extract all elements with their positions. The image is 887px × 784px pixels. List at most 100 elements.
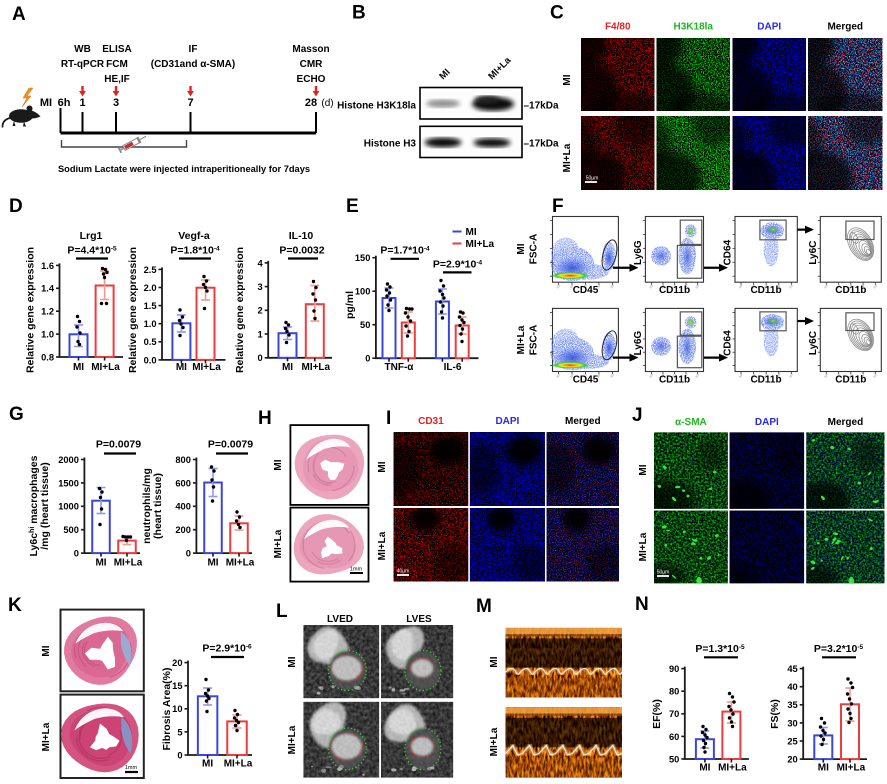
svg-text:150: 150 [355,253,371,263]
svg-text:10³: 10³ [776,373,782,379]
svg-text:ELISA: ELISA [102,44,131,55]
svg-text:F: F [552,196,564,217]
svg-text:3: 3 [258,282,263,292]
svg-text:10³: 10³ [648,373,654,379]
svg-text:MI+La: MI+La [516,325,527,354]
svg-text:10³: 10³ [609,284,615,290]
svg-text:WB: WB [74,44,91,55]
svg-text:pg/ml: pg/ml [344,291,356,319]
svg-text:15: 15 [172,681,182,691]
svg-text:MI+La: MI+La [638,532,649,561]
svg-text:1.5: 1.5 [144,301,157,311]
svg-text:10³: 10³ [872,373,878,379]
svg-text:10³: 10³ [823,284,829,290]
svg-text:MI+La: MI+La [91,362,120,373]
svg-text:10³: 10³ [569,284,575,290]
svg-text:MI+La: MI+La [466,239,495,250]
svg-text:MI+La: MI+La [301,362,330,373]
svg-text:Histone H3K18la: Histone H3K18la [337,101,416,112]
svg-text:10³: 10³ [860,373,866,379]
svg-text:FSC-A: FSC-A [529,234,540,265]
svg-text:0: 0 [258,353,263,363]
svg-text:10³: 10³ [738,284,744,290]
svg-text:MI+La: MI+La [226,558,255,569]
svg-text:90: 90 [669,664,679,674]
svg-text:MI+La: MI+La [562,143,573,172]
svg-text:0: 0 [186,549,191,559]
svg-text:MI: MI [41,645,52,656]
svg-text:10³: 10³ [648,284,654,290]
svg-text:MI+La: MI+La [377,531,388,560]
svg-text:0.8: 0.8 [41,352,54,362]
svg-text:MI: MI [638,464,649,475]
svg-text:MI: MI [207,558,218,569]
svg-text:MI: MI [437,67,452,82]
svg-text:MI: MI [273,459,284,470]
svg-text:EF(%): EF(%) [651,699,663,729]
svg-text:7: 7 [187,97,193,109]
svg-text:LVED: LVED [327,614,353,625]
svg-text:10³: 10³ [848,284,854,290]
svg-text:MI+La: MI+La [273,529,284,558]
svg-text:Ly6C: Ly6C [808,331,819,355]
svg-text:Ly6G: Ly6G [633,240,644,265]
svg-text:Histone H3: Histone H3 [364,139,417,150]
svg-text:FSC-A: FSC-A [529,325,540,356]
svg-text:MI+La: MI+La [718,763,747,774]
svg-text:/mg (heart tissue): /mg (heart tissue) [39,462,51,550]
svg-text:Fibrosis Area(%): Fibrosis Area(%) [161,667,173,750]
svg-text:(heart tissue): (heart tissue) [152,473,164,539]
svg-text:500: 500 [63,525,79,535]
svg-text:CD11b: CD11b [835,285,866,296]
svg-text:CD11b: CD11b [835,375,866,386]
svg-text:IL-6: IL-6 [444,362,462,373]
svg-text:CD31: CD31 [418,416,444,427]
svg-text:80: 80 [669,687,679,697]
svg-text:0: 0 [365,354,370,364]
svg-text:10³: 10³ [569,373,575,379]
svg-text:70: 70 [669,709,679,719]
svg-text:P=0.0079: P=0.0079 [96,439,141,451]
svg-text:G: G [9,404,24,425]
svg-text:MI: MI [818,763,829,774]
svg-text:FS(%): FS(%) [769,699,781,729]
svg-text:MI: MI [466,227,477,238]
svg-text:30: 30 [787,718,797,728]
svg-text:IL-10: IL-10 [289,230,314,242]
svg-text:40: 40 [787,682,797,692]
svg-text:40µm: 40µm [397,569,410,575]
svg-text:25: 25 [787,736,797,746]
svg-text:100: 100 [355,287,371,297]
svg-text:neutrophils/mg: neutrophils/mg [141,468,153,544]
svg-text:10³: 10³ [750,373,756,379]
svg-text:10³: 10³ [848,373,854,379]
svg-text:B: B [352,3,366,24]
svg-text:CD64: CD64 [723,239,734,265]
svg-text:45: 45 [787,664,797,674]
svg-text:CD11b: CD11b [750,285,781,296]
svg-text:A: A [12,4,26,25]
svg-text:MI: MI [377,461,388,472]
svg-text:Relative gene expression: Relative gene expression [25,247,37,373]
svg-text:MI+La: MI+La [41,722,52,751]
svg-text:MI: MI [489,656,500,667]
svg-text:2.5: 2.5 [144,265,157,275]
svg-text:10³: 10³ [788,284,794,290]
svg-text:20: 20 [172,658,182,668]
svg-text:1.6: 1.6 [41,261,54,271]
svg-text:DAPI: DAPI [755,417,779,428]
svg-text:ECHO: ECHO [297,74,326,85]
svg-text:200: 200 [175,525,191,535]
svg-text:10³: 10³ [683,373,689,379]
svg-text:MI+La: MI+La [287,725,298,754]
svg-text:CMR: CMR [300,59,324,70]
svg-text:MI+La: MI+La [486,55,514,83]
svg-text:MI: MI [282,362,293,373]
svg-text:P=3.2*10-5: P=3.2*10-5 [814,643,864,655]
svg-text:1.4: 1.4 [41,284,55,294]
svg-text:10³: 10³ [660,284,666,290]
svg-text:1: 1 [258,329,263,339]
svg-text:10³: 10³ [582,284,588,290]
svg-text:50µm: 50µm [586,176,599,182]
svg-text:MI: MI [699,763,710,774]
